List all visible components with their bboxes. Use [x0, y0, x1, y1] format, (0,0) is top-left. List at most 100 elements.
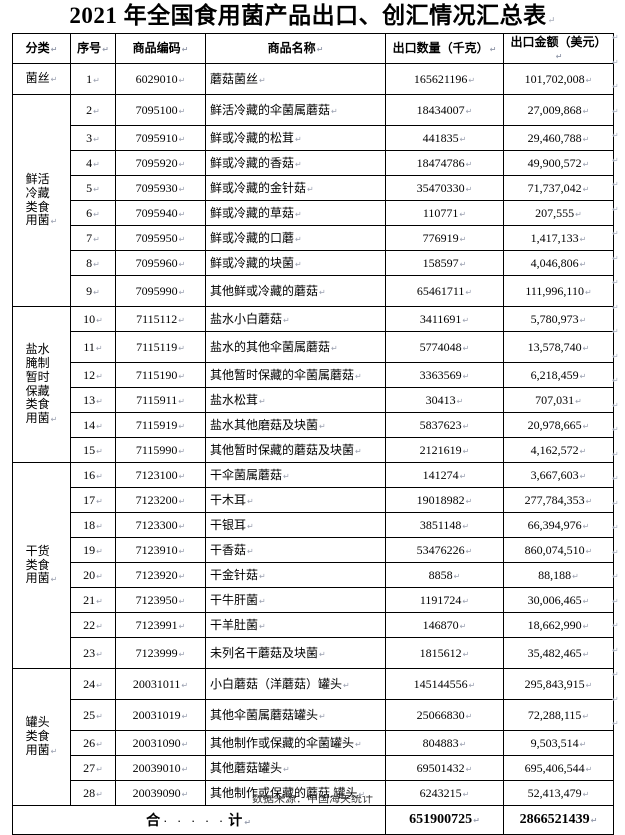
code-cell-value: 7115119	[136, 339, 178, 354]
paragraph-mark-icon: ↵	[178, 396, 185, 406]
export-summary-table: 分类↵ 序号↵ 商品编码↵ 商品名称↵ 出口数量（千克）↵ 出口金额（美元）↵ …	[12, 33, 614, 835]
index-cell-value: 24	[83, 676, 96, 691]
table-row: 17↵ 7123200↵ 干木耳↵ 19018982↵ 277,784,353↵	[13, 487, 614, 513]
paragraph-mark-icon: ↵	[582, 184, 590, 194]
index-cell-value: 23	[83, 645, 96, 660]
paragraph-mark-icon: ↵	[319, 421, 326, 431]
name-cell: 盐水其他磨菇及块菌↵	[205, 412, 386, 438]
index-cell-value: 3	[86, 130, 93, 145]
paragraph-mark-icon: ↵	[355, 739, 362, 749]
paragraph-mark-icon: ↵	[462, 371, 470, 381]
code-cell: 20039010↵	[115, 755, 206, 781]
paragraph-mark-icon: ↵	[178, 621, 186, 631]
name-cell: 干金针菇↵	[205, 562, 386, 588]
quantity-cell-value: 3411691	[419, 311, 462, 326]
column-header-quantity-label: 出口数量（千克）	[392, 41, 489, 56]
index-cell-value: 7	[86, 230, 93, 245]
paragraph-mark-icon: ↵	[462, 789, 470, 799]
paragraph-mark-icon: ↵	[582, 106, 590, 116]
paragraph-mark-icon: ↵	[307, 184, 314, 194]
paragraph-mark-icon: ↵	[343, 680, 350, 690]
category-label-line: 干货	[25, 543, 50, 558]
paragraph-mark-icon: ↵	[178, 496, 186, 506]
code-cell-value: 7115911	[136, 392, 178, 407]
name-cell: 其他蘑菇罐头↵	[205, 755, 386, 781]
table-row: 21↵ 7123950↵ 干牛肝菌↵ 1191724↵ 30,006,465↵	[13, 587, 614, 613]
amount-cell: 66,394,976↵	[503, 512, 614, 538]
category-label: 盐水 腌制 暂时 保藏 类食 用菌↵	[26, 343, 58, 425]
index-cell-value: 4	[86, 155, 93, 170]
amount-cell: 707,031↵	[503, 387, 614, 413]
paragraph-mark-icon: ↵	[465, 764, 473, 774]
amount-cell-value: 207,555	[535, 205, 575, 220]
quantity-cell: 1191724↵	[385, 587, 504, 613]
paragraph-mark-icon: ↵	[582, 711, 590, 721]
quantity-cell: 6243215↵	[385, 780, 504, 806]
category-label-line: 盐水	[25, 342, 50, 357]
code-cell-value: 7123999	[135, 645, 178, 660]
amount-cell-value: 66,394,976	[527, 517, 582, 532]
name-cell: 干伞菌属蘑菇↵	[205, 462, 386, 488]
paragraph-mark-icon: ↵	[582, 596, 590, 606]
column-header-amount: 出口金额（美元） ↵	[503, 33, 614, 64]
index-cell-value: 19	[83, 542, 96, 557]
table-row: 9↵ 7095990↵ 其他鲜或冷藏的蘑菇↵ 65461711↵ 111,996,110…	[13, 275, 614, 307]
table-row: 27↵ 20039010↵ 其他蘑菇罐头↵ 69501432↵ 695,406,544↵	[13, 755, 614, 781]
index-cell: 11↵	[70, 331, 116, 363]
code-cell: 7123200↵	[115, 487, 206, 513]
index-cell: 2↵	[70, 94, 116, 126]
category-label-line: 鲜活	[25, 172, 50, 187]
paragraph-mark-icon: ↵	[259, 396, 266, 406]
paragraph-mark-icon: ↵	[462, 596, 470, 606]
paragraph-mark-icon: ↵	[178, 649, 186, 659]
paragraph-mark-icon: ↵	[585, 680, 593, 690]
code-cell-value: 7123100	[135, 467, 178, 482]
code-cell-value: 7095920	[135, 155, 178, 170]
index-cell-value: 6	[86, 205, 93, 220]
index-cell: 1↵	[70, 63, 116, 95]
table-row: 8↵ 7095960↵ 鲜或冷藏的块菌↵ 158597↵ 4,046,806↵	[13, 250, 614, 276]
quantity-cell: 35470330↵	[385, 175, 504, 201]
amount-cell-value: 3,667,603	[530, 467, 579, 482]
name-cell: 干牛肝菌↵	[205, 587, 386, 613]
column-header-name: 商品名称↵	[205, 33, 386, 64]
paragraph-mark-icon: ↵	[316, 45, 324, 55]
quantity-cell-value: 3363569	[419, 367, 462, 382]
paragraph-mark-icon: ↵	[459, 134, 467, 144]
quantity-cell-value: 141274	[422, 467, 459, 482]
column-header-code-label: 商品编码	[132, 41, 181, 56]
paragraph-mark-icon: ↵	[319, 649, 326, 659]
category-label: 罐头 类食 用菌↵	[26, 716, 58, 757]
paragraph-mark-icon: ↵	[283, 315, 290, 325]
code-cell: 20031011↵	[115, 668, 206, 700]
category-label: 干货 类食 用菌↵	[25, 543, 58, 586]
total-amount-value: 2866521439	[519, 811, 590, 827]
table-footer: 合 · · · · · 计↵ 651900725↵ 2866521439↵	[12, 805, 614, 835]
name-cell-value: 干羊肚菌	[210, 617, 259, 632]
quantity-cell-value: 18434007	[416, 102, 465, 117]
amount-cell: 29,460,788↵	[503, 125, 614, 151]
category-cell: 鲜活 冷藏 类食 用菌↵	[12, 94, 71, 307]
code-cell: 7115911↵	[115, 387, 206, 413]
quantity-cell: 3851148↵	[385, 512, 504, 538]
index-cell: 10↵	[70, 306, 116, 332]
amount-cell: 6,218,459↵	[503, 362, 614, 388]
code-cell-value: 20031090	[132, 735, 181, 750]
name-cell-value: 干银耳	[210, 517, 247, 532]
paragraph-mark-icon: ↵	[459, 621, 467, 631]
index-cell-value: 8	[86, 255, 93, 270]
amount-cell: 27,009,868↵	[503, 94, 614, 126]
paragraph-mark-icon: ↵	[50, 75, 58, 85]
paragraph-mark-icon: ↵	[295, 134, 302, 144]
document-page: 2021 年全国食用菌产品出口、创汇情况汇总表↵ 分类↵ 序号↵ 商品编码↵ 商…	[12, 4, 619, 835]
column-header-category-label: 分类	[25, 41, 50, 56]
quantity-cell: 18474786↵	[385, 150, 504, 176]
amount-cell: 71,737,042↵	[503, 175, 614, 201]
amount-cell: 695,406,544↵	[503, 755, 614, 781]
paragraph-mark-icon: ↵	[579, 446, 587, 456]
paragraph-mark-icon: ↵	[178, 106, 186, 116]
amount-cell-value: 4,162,572	[530, 442, 579, 457]
paragraph-mark-icon: ↵	[178, 184, 186, 194]
quantity-cell: 3411691↵	[385, 306, 504, 332]
paragraph-mark-icon: ↵	[582, 649, 590, 659]
